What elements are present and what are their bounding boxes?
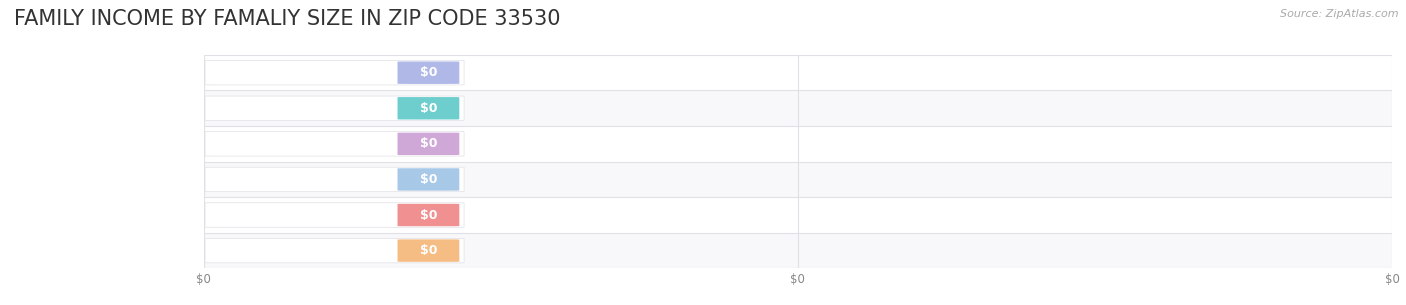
FancyBboxPatch shape xyxy=(398,204,460,226)
Text: $0: $0 xyxy=(419,66,437,79)
FancyBboxPatch shape xyxy=(205,60,464,85)
FancyBboxPatch shape xyxy=(204,197,1392,233)
FancyBboxPatch shape xyxy=(204,55,1392,91)
Text: $0: $0 xyxy=(419,244,437,257)
FancyBboxPatch shape xyxy=(205,203,464,227)
FancyBboxPatch shape xyxy=(205,96,464,120)
FancyBboxPatch shape xyxy=(398,239,460,262)
Text: FAMILY INCOME BY FAMALIY SIZE IN ZIP CODE 33530: FAMILY INCOME BY FAMALIY SIZE IN ZIP COD… xyxy=(14,9,561,29)
FancyBboxPatch shape xyxy=(204,91,1392,126)
Text: Source: ZipAtlas.com: Source: ZipAtlas.com xyxy=(1281,9,1399,19)
FancyBboxPatch shape xyxy=(204,233,1392,268)
FancyBboxPatch shape xyxy=(398,133,460,155)
Text: $0: $0 xyxy=(419,173,437,186)
Text: $0: $0 xyxy=(419,102,437,115)
Text: $0: $0 xyxy=(419,137,437,150)
FancyBboxPatch shape xyxy=(398,62,460,84)
FancyBboxPatch shape xyxy=(398,168,460,191)
FancyBboxPatch shape xyxy=(204,126,1392,162)
FancyBboxPatch shape xyxy=(205,239,464,263)
FancyBboxPatch shape xyxy=(205,132,464,156)
Text: $0: $0 xyxy=(419,209,437,221)
FancyBboxPatch shape xyxy=(204,162,1392,197)
FancyBboxPatch shape xyxy=(205,167,464,192)
FancyBboxPatch shape xyxy=(398,97,460,120)
